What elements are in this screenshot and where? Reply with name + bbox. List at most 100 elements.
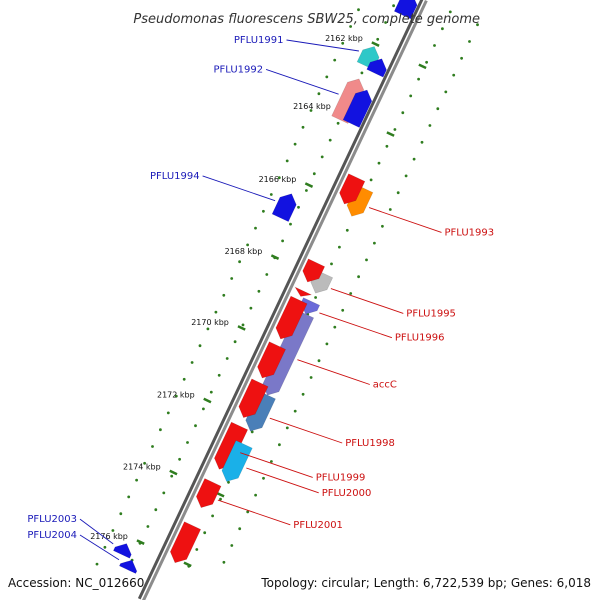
gc-dot: [317, 359, 321, 363]
gc-dot: [468, 40, 471, 43]
gc-dot: [225, 357, 229, 360]
gc-dot: [143, 461, 147, 465]
gc-dot: [246, 243, 250, 247]
gene-arrow-rev-d[interactable]: [257, 341, 286, 379]
gc-dot: [393, 128, 397, 131]
gene-leader-line: [286, 39, 359, 52]
gene-leader-line: [79, 534, 120, 561]
gene-arrow-pflu2000[interactable]: [221, 440, 253, 482]
kbp-tick-minor: [216, 491, 225, 498]
gc-dot: [320, 155, 324, 159]
kbp-tick-minor: [418, 63, 427, 70]
gene-features: [113, 0, 418, 574]
gc-dot: [325, 75, 329, 79]
gc-dot: [170, 474, 174, 478]
gene-label-pflu1996[interactable]: PFLU1996: [395, 333, 445, 344]
kbp-tick-minor: [183, 561, 192, 568]
gene-label-pflu1994[interactable]: PFLU1994: [150, 171, 200, 182]
gene-arrow-rev-1993b[interactable]: [339, 173, 366, 205]
gc-dot: [174, 394, 178, 398]
gc-dot: [233, 340, 237, 344]
gene-label-pflu1993[interactable]: PFLU1993: [445, 227, 495, 238]
kbp-tick: [270, 254, 280, 260]
gene-arrow-rev-b[interactable]: [294, 286, 313, 297]
gc-dot: [301, 392, 305, 396]
gc-dot: [222, 293, 226, 297]
gc-dot: [254, 493, 257, 497]
gc-dot: [436, 107, 440, 111]
gene-label-pflu1992[interactable]: PFLU1992: [213, 64, 263, 75]
gene-arrow-rev-c[interactable]: [275, 295, 308, 340]
backbone-group: [137, 0, 428, 600]
gene-label-pflu2000[interactable]: PFLU2000: [322, 488, 372, 499]
gene-arrow-fwd-mid-2[interactable]: [342, 89, 373, 128]
gc-dot: [357, 275, 360, 279]
gene-label-pflu1998[interactable]: PFLU1998: [345, 438, 395, 449]
gc-dot: [238, 527, 242, 531]
gene-arrow-rev-a[interactable]: [302, 258, 326, 283]
gc-dot: [373, 241, 376, 245]
gene-arrow-pflu1992[interactable]: [331, 78, 365, 124]
genome-summary-text: Topology: circular; Length: 6,722,539 bp…: [260, 576, 591, 590]
gc-dot: [119, 512, 123, 516]
gene-label-pflu1995[interactable]: PFLU1995: [406, 308, 456, 319]
gc-dot: [211, 514, 215, 518]
gc-dot: [341, 308, 345, 312]
gc-dot: [111, 529, 115, 532]
gene-label-accc[interactable]: accC: [373, 380, 397, 391]
gene-arrow-rev-f[interactable]: [169, 521, 202, 564]
kbp-label: 2170 kbp: [191, 318, 229, 327]
gc-dot: [262, 209, 265, 213]
gc-dot: [151, 445, 154, 448]
gc-dot: [186, 441, 189, 444]
gene-label-pflu1999[interactable]: PFLU1999: [316, 472, 366, 483]
accession-text: Accession: NC_012660: [8, 576, 144, 590]
gc-dot: [293, 142, 297, 146]
gene-arrow-pflu2003[interactable]: [113, 543, 132, 559]
gc-dot: [162, 491, 166, 495]
gene-label-pflu1991[interactable]: PFLU1991: [234, 35, 284, 46]
gc-dot: [417, 77, 420, 81]
gc-dot: [238, 260, 242, 264]
gene-label-pflu2003[interactable]: PFLU2003: [27, 514, 77, 525]
gc-dot: [388, 208, 392, 211]
gene-label-pflu2001[interactable]: PFLU2001: [293, 520, 343, 531]
gc-dot: [182, 377, 186, 381]
kbp-tick: [371, 41, 380, 47]
gene-arrow-pflu1994[interactable]: [271, 193, 297, 222]
gc-dot: [277, 176, 281, 180]
gc-dot: [285, 426, 289, 430]
gc-dot: [357, 8, 360, 12]
gc-dot: [209, 390, 213, 394]
gc-dot: [377, 161, 381, 165]
gene-leader-line: [265, 68, 339, 95]
gc-dot: [297, 205, 300, 209]
gc-dot: [281, 239, 284, 243]
gc-dot: [476, 23, 479, 27]
gc-dot: [441, 27, 444, 31]
gc-dot: [249, 306, 253, 310]
gc-dot: [190, 361, 194, 364]
kbp-label: 2164 kbp: [293, 102, 331, 111]
gene-arrow-fwd-mid-1[interactable]: [366, 58, 387, 78]
gene-label-pflu2004[interactable]: PFLU2004: [27, 530, 77, 541]
gc-dot: [178, 457, 182, 461]
gene-arrow-pflu2001[interactable]: [195, 478, 222, 508]
gc-dot: [330, 262, 333, 266]
gc-dot: [250, 430, 254, 434]
kbp-tick: [304, 182, 314, 188]
gene-arrow-fwd-top-1[interactable]: [393, 0, 418, 20]
gc-dot: [301, 125, 305, 129]
kbp-tick-minor: [386, 131, 395, 137]
gc-dot: [146, 525, 150, 528]
gene-arrow-pflu2004[interactable]: [119, 559, 138, 574]
gc-dot: [265, 273, 269, 276]
gene-arrow-rev-e[interactable]: [238, 378, 269, 418]
gc-dot: [217, 373, 221, 377]
gc-dot: [227, 480, 230, 484]
gc-dot: [135, 478, 139, 482]
gc-dot: [428, 124, 432, 127]
gc-dot: [254, 226, 257, 230]
gc-dot: [349, 25, 352, 28]
